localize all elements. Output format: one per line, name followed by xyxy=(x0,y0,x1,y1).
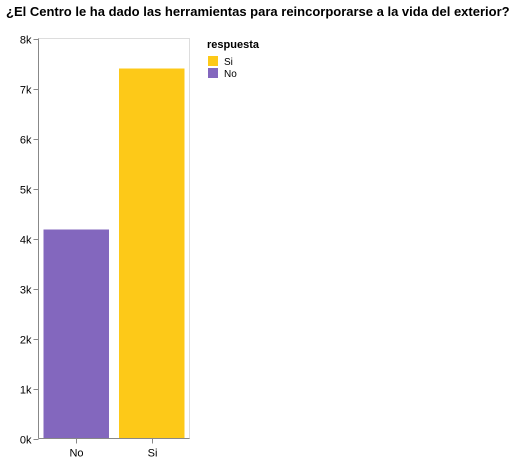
y-tick-label: 3k xyxy=(20,285,32,297)
y-tick-label: 0k xyxy=(20,435,32,447)
legend-label-si: Si xyxy=(224,57,233,68)
bar-si[interactable] xyxy=(119,68,185,439)
y-tick-label: 5k xyxy=(20,185,32,197)
y-tick-label: 6k xyxy=(20,135,32,147)
legend-swatch-si xyxy=(208,56,218,66)
bars xyxy=(43,68,185,439)
y-tick-label: 1k xyxy=(20,385,32,397)
y-tick-label: 8k xyxy=(20,35,32,47)
x-tick-label: Si xyxy=(148,448,158,460)
x-axis: No Si xyxy=(38,438,190,460)
y-tick-label: 7k xyxy=(20,85,32,97)
chart-title: ¿El Centro le ha dado las herramientas p… xyxy=(6,4,510,19)
y-tick-label: 2k xyxy=(20,335,32,347)
legend-swatch-no xyxy=(208,68,218,78)
y-axis: 0k 1k 2k 3k 4k 5k 6k 7k 8k xyxy=(20,35,39,447)
x-tick-label: No xyxy=(69,448,83,460)
bar-no[interactable] xyxy=(43,229,110,439)
legend-label-no: No xyxy=(224,69,237,80)
y-tick-label: 4k xyxy=(20,235,32,247)
legend-title: respuesta xyxy=(207,39,260,51)
